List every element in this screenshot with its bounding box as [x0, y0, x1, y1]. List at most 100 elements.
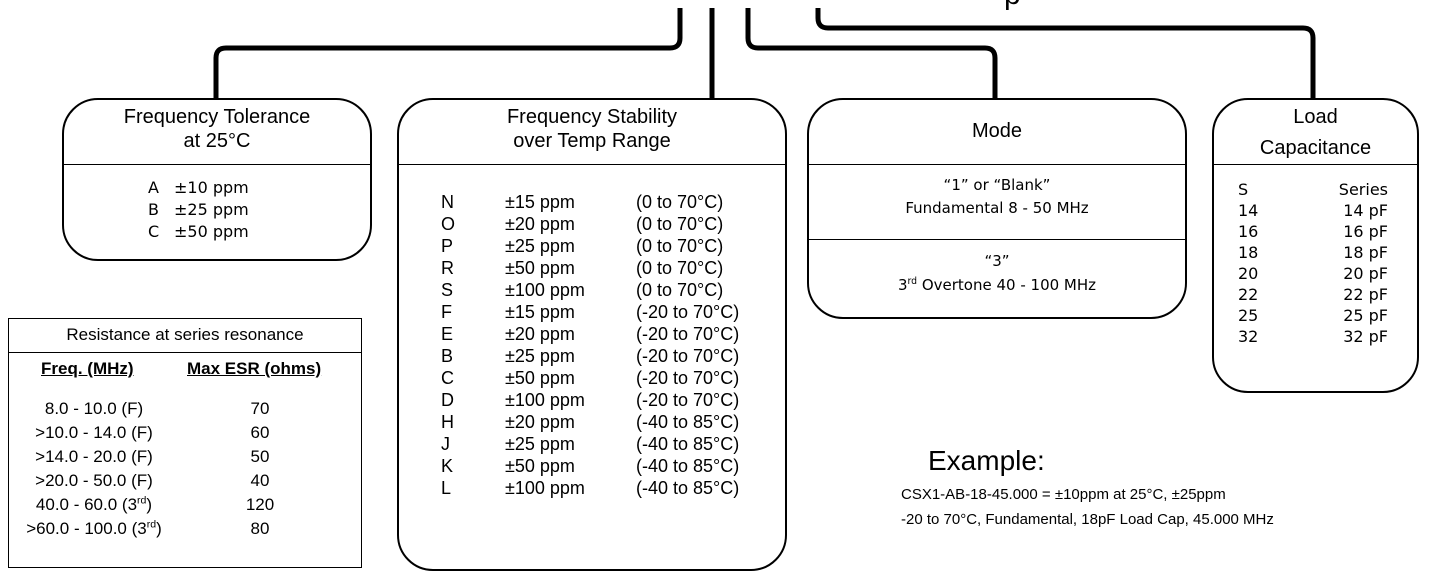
- load-value: Series: [1338, 180, 1388, 199]
- load-code: 16: [1238, 222, 1259, 241]
- stability-range: (-20 to 70°C): [636, 368, 740, 388]
- esr-freq: >20.0 - 50.0 (F): [35, 471, 153, 490]
- load-title-line2: Capacitance: [1259, 137, 1372, 159]
- stability-code: B: [441, 346, 454, 366]
- load-code: 14: [1238, 201, 1259, 220]
- stability-ppm: ±20 ppm: [505, 214, 575, 234]
- tolerance-row: B ±25 ppm: [148, 200, 249, 219]
- esr-value: 80: [250, 519, 270, 538]
- load-code: 20: [1238, 264, 1259, 283]
- load-value: 20 pF: [1343, 264, 1388, 283]
- esr-value: 50: [250, 447, 270, 466]
- stability-code: F: [441, 302, 452, 322]
- stability-code: L: [441, 478, 452, 498]
- stability-range: (0 to 70°C): [636, 258, 724, 278]
- esr-freq: >60.0 - 100.0 (3rd): [26, 518, 162, 538]
- frequency-stability-box: Frequency Stability over Temp Range N ±15…: [397, 98, 787, 571]
- stability-ppm: ±50 ppm: [505, 368, 575, 388]
- mode-title: Mode: [971, 120, 1023, 142]
- stability-range: (-40 to 85°C): [636, 456, 740, 476]
- stability-ppm: ±15 ppm: [505, 192, 575, 212]
- frequency-tolerance-box: Frequency Tolerance at 25°C A ±10 ppm B ±2…: [62, 98, 372, 261]
- tolerance-title-line1: Frequency Tolerance: [123, 106, 311, 128]
- stability-range: (0 to 70°C): [636, 236, 724, 256]
- esr-title: Resistance at series resonance: [66, 325, 304, 344]
- stability-code: D: [441, 390, 454, 410]
- stability-code: H: [441, 412, 454, 432]
- stability-range: (-20 to 70°C): [636, 346, 740, 366]
- stability-range: (0 to 70°C): [636, 214, 724, 234]
- esr-value: 40: [250, 471, 270, 490]
- stability-code: S: [441, 280, 454, 300]
- esr-freq: >14.0 - 20.0 (F): [35, 447, 153, 466]
- stability-title-line1: Frequency Stability: [506, 106, 678, 128]
- stability-code: J: [441, 434, 450, 454]
- load-code: 22: [1238, 285, 1259, 304]
- load-value: 18 pF: [1343, 243, 1388, 262]
- stability-ppm: ±25 ppm: [505, 346, 575, 366]
- stability-range: (0 to 70°C): [636, 192, 724, 212]
- load-capacitance-box: Load Capacitance S Series 14 14 pF 16 16 pF 18…: [1212, 98, 1419, 393]
- stability-range: (-20 to 70°C): [636, 324, 740, 344]
- stability-range: (-20 to 70°C): [636, 302, 740, 322]
- stability-code: N: [441, 192, 454, 212]
- tolerance-row: C ±50 ppm: [148, 222, 249, 241]
- connector-load: [815, 8, 1316, 98]
- load-value: 22 pF: [1343, 285, 1388, 304]
- load-code: 18: [1238, 243, 1259, 262]
- tolerance-row: A ±10 ppm: [148, 178, 249, 197]
- stability-range: (-40 to 85°C): [636, 412, 740, 432]
- tolerance-title-line2: at 25°C: [183, 130, 251, 152]
- stability-ppm: ±25 ppm: [505, 434, 575, 454]
- stability-code: C: [441, 368, 454, 388]
- connector-mode: [745, 8, 998, 98]
- mode-option-2-code: “3”: [984, 252, 1010, 270]
- mode-option-1-desc: Fundamental 8 - 50 MHz: [905, 199, 1089, 217]
- load-value: 25 pF: [1343, 306, 1388, 325]
- stability-ppm: ±100 ppm: [505, 280, 585, 300]
- stability-range: (0 to 70°C): [636, 280, 724, 300]
- stability-code: K: [441, 456, 454, 476]
- load-code: 32: [1238, 327, 1259, 346]
- load-code: S: [1238, 180, 1249, 199]
- load-code: 25: [1238, 306, 1259, 325]
- esr-value: 60: [250, 423, 270, 442]
- mode-box: Mode “1” or “Blank” Fundamental 8 - 50 M…: [807, 98, 1187, 319]
- stability-ppm: ±15 ppm: [505, 302, 575, 322]
- stability-range: (-40 to 85°C): [636, 478, 740, 498]
- stability-code: E: [441, 324, 454, 344]
- stability-code: P: [441, 236, 454, 256]
- stability-ppm: ±20 ppm: [505, 412, 575, 432]
- example-line-1: CSX1-AB-18-45.000 = ±10ppm at 25°C, ±25p…: [901, 486, 1226, 503]
- connector-tolerance: [213, 8, 683, 98]
- example-heading: Example:: [928, 445, 1045, 476]
- esr-freq: >10.0 - 14.0 (F): [35, 423, 153, 442]
- stability-range: (-20 to 70°C): [636, 390, 740, 410]
- stability-ppm: ±20 ppm: [505, 324, 575, 344]
- stability-ppm: ±25 ppm: [505, 236, 575, 256]
- mode-option-1-code: “1” or “Blank”: [943, 176, 1051, 194]
- esr-table: Resistance at series resonance Freq. (MH…: [8, 318, 362, 568]
- stability-ppm: ±50 ppm: [505, 456, 575, 476]
- mode-option-2-desc: 3rd Overtone 40 - 100 MHz: [897, 276, 1097, 294]
- stability-ppm: ±100 ppm: [505, 478, 585, 498]
- load-value: 16 pF: [1343, 222, 1388, 241]
- load-value: 32 pF: [1343, 327, 1388, 346]
- esr-value: 70: [250, 399, 270, 418]
- stability-ppm: ±50 ppm: [505, 258, 575, 278]
- esr-freq: 40.0 - 60.0 (3rd): [35, 494, 153, 514]
- load-value: 14 pF: [1343, 201, 1388, 220]
- esr-value: 120: [245, 495, 275, 514]
- esr-freq: 8.0 - 10.0 (F): [44, 399, 144, 418]
- stability-range: (-40 to 85°C): [636, 434, 740, 454]
- esr-col-esr-header: Max ESR (ohms): [187, 359, 322, 378]
- stability-title-line2: over Temp Range: [513, 130, 671, 152]
- load-title-line1: Load: [1293, 106, 1338, 128]
- part-number-fragment: p: [1004, 0, 1021, 12]
- stability-ppm: ±100 ppm: [505, 390, 585, 410]
- stability-code: O: [441, 214, 456, 234]
- esr-col-freq-header: Freq. (MHz): [41, 359, 134, 378]
- example-line-2: -20 to 70°C, Fundamental, 18pF Load Cap,…: [901, 511, 1274, 528]
- stability-code: R: [441, 258, 454, 278]
